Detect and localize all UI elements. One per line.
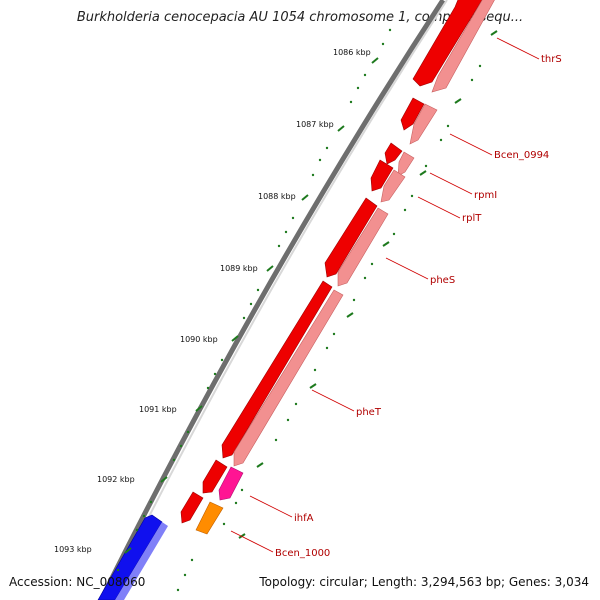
- forward-strand: [180, 0, 488, 524]
- tick-labels: 1086 kbp 1087 kbp 1088 kbp 1089 kbp 1090…: [54, 48, 371, 554]
- gene-label-Bcen_1000[interactable]: Bcen_1000: [275, 548, 330, 559]
- gene-Bcen_1000-forward[interactable]: [180, 491, 204, 524]
- tick-label: 1089 kbp: [220, 264, 258, 273]
- gene-rpmI-forward[interactable]: [384, 142, 403, 165]
- gene-thrS-forward[interactable]: [412, 0, 488, 87]
- gene-Bcen_0994-forward[interactable]: [400, 97, 425, 131]
- gene-leader-lines: [230, 37, 540, 553]
- gene-label-Bcen_0994[interactable]: Bcen_0994: [494, 150, 549, 161]
- accession-text: Accession: NC_008060: [9, 575, 146, 589]
- gene-thrS-reverse[interactable]: [431, 0, 500, 93]
- tick-label: 1086 kbp: [333, 48, 371, 57]
- inner-major-ticks: [238, 30, 498, 539]
- gene-rpmI-reverse[interactable]: [397, 151, 415, 177]
- gene-blue-segment-light: [115, 522, 168, 600]
- backbone-ring: [98, 0, 446, 600]
- gene-label-rpmI[interactable]: rpmI: [474, 190, 497, 201]
- gene-ihfA-reverse[interactable]: [218, 466, 244, 501]
- gene-label-pheT[interactable]: pheT: [356, 407, 382, 418]
- gene-pheT-forward[interactable]: [221, 280, 333, 459]
- gene-rplT-forward[interactable]: [370, 159, 394, 192]
- gene-Bcen_0994-reverse[interactable]: [409, 103, 438, 145]
- gene-rplT-reverse[interactable]: [380, 169, 406, 203]
- tick-label: 1088 kbp: [258, 192, 296, 201]
- tick-label: 1092 kbp: [97, 475, 135, 484]
- genome-summary-text: Topology: circular; Length: 3,294,563 bp…: [259, 575, 589, 589]
- gene-pheT-reverse[interactable]: [233, 289, 344, 467]
- tick-label: 1090 kbp: [180, 335, 218, 344]
- gene-label-thrS[interactable]: thrS: [541, 54, 562, 65]
- gene-label-ihfA[interactable]: ihfA: [294, 513, 314, 524]
- gene-labels: thrS Bcen_0994 rpmI rplT pheS pheT ihfA …: [275, 54, 562, 559]
- gene-pheS-forward[interactable]: [324, 197, 378, 278]
- tick-label: 1091 kbp: [139, 405, 177, 414]
- gene-ihfA-forward[interactable]: [202, 459, 228, 494]
- outer-dot-ring: [116, 28, 392, 572]
- map-title: Burkholderia cenocepacia AU 1054 chromos…: [76, 10, 524, 25]
- inner-dot-ring: [176, 64, 482, 592]
- gene-label-pheS[interactable]: pheS: [430, 275, 455, 286]
- gene-pheS-reverse[interactable]: [337, 207, 389, 287]
- backbone-highlight: [106, 0, 448, 600]
- gene-label-rplT[interactable]: rplT: [462, 213, 482, 224]
- tick-label: 1093 kbp: [54, 545, 92, 554]
- gene-blue-segment[interactable]: [97, 514, 163, 600]
- gene-Bcen_1000-reverse[interactable]: [195, 501, 224, 535]
- tick-label: 1087 kbp: [296, 120, 334, 129]
- reverse-strand: [195, 0, 500, 535]
- outer-major-ticks: [124, 57, 379, 554]
